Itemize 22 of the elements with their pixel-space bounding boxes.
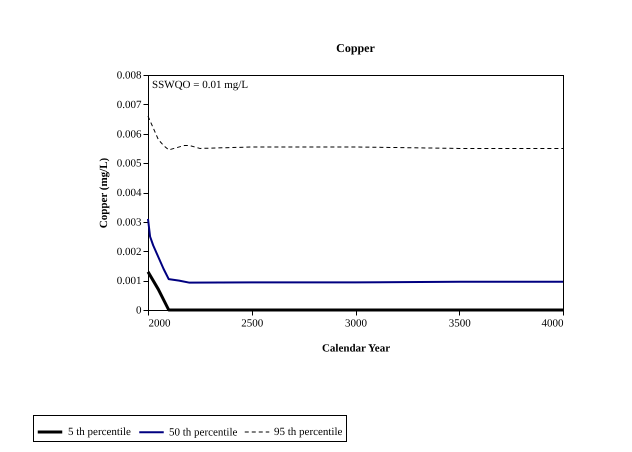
x-tick-label: 3000 [345, 318, 368, 330]
y-tick-label: 0.007 [116, 98, 142, 111]
y-tick-label: 0.002 [116, 246, 142, 258]
y-tick-label: 0.008 [116, 70, 142, 82]
legend-label: 50 th percentile [169, 426, 238, 438]
line-series [147, 218, 564, 284]
annotation: SSWQO = 0.01 mg/L [152, 79, 248, 91]
y-tick-label: 0 [136, 304, 142, 316]
y-tick-label: 0.005 [116, 158, 142, 170]
y-tick-label: 0.004 [116, 187, 142, 199]
x-tick-label: 4000 [542, 318, 564, 330]
legend-label: 5 th percentile [68, 426, 132, 438]
y-tick-label: 0.006 [116, 128, 142, 140]
y-tick-label: 0.003 [116, 216, 142, 228]
x-axis-title: Calendar Year [322, 342, 390, 354]
y-axis-title: Copper (mg/L) [98, 157, 110, 228]
legend-label: 95 th percentile [274, 426, 343, 438]
chart-title: Copper [336, 41, 376, 55]
y-tick-label: 0.001 [116, 275, 142, 288]
x-tick-label: 2500 [241, 318, 264, 330]
x-tick-label: 3500 [448, 318, 472, 330]
x-tick-label: 2000 [148, 318, 171, 330]
